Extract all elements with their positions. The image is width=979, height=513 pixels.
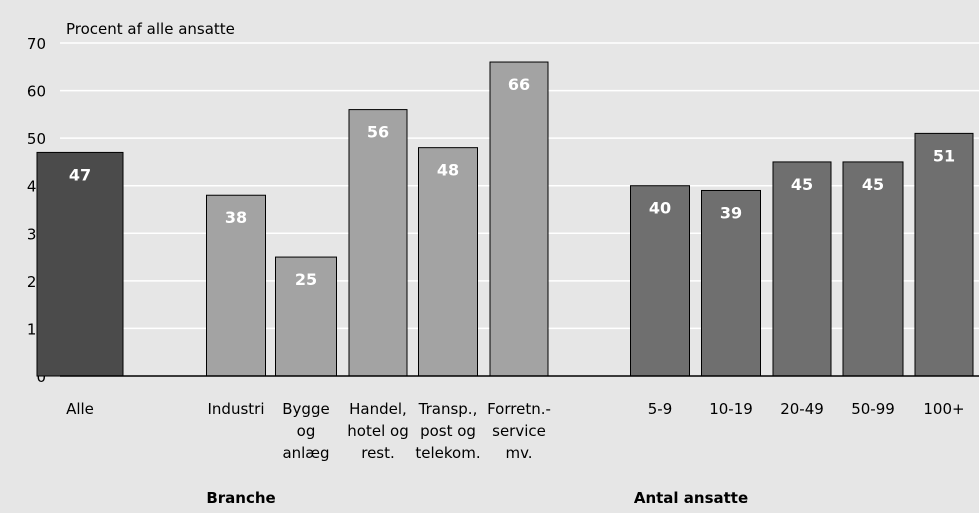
x-tick-label-line: 100+ <box>923 400 964 418</box>
y-tick-label: 60 <box>27 83 46 101</box>
x-tick-label-line: post og <box>420 422 476 440</box>
y-tick-label: 0 <box>36 368 46 386</box>
x-tick-label: 20-49 <box>780 400 824 418</box>
x-tick-label-line: service <box>492 422 546 440</box>
x-tick-label-line: 5-9 <box>648 400 673 418</box>
y-tick-label: 70 <box>27 35 46 53</box>
group-label: Antal ansatte <box>634 489 748 507</box>
x-tick-label: Bygge og anlæg <box>282 400 329 462</box>
x-tick-label-line: Industri <box>208 400 265 418</box>
bar <box>36 151 124 377</box>
x-tick-label-line: Bygge <box>282 400 329 418</box>
x-tick-label-line: og <box>297 422 316 440</box>
value-label: 45 <box>862 175 884 194</box>
bar <box>489 61 549 377</box>
x-tick-label-line: 10-19 <box>709 400 753 418</box>
x-tick-label-line: rest. <box>361 444 395 462</box>
x-tick-label: Industri <box>208 400 265 418</box>
bar <box>418 147 478 377</box>
x-tick-label: 100+ <box>923 400 964 418</box>
bar <box>206 194 266 377</box>
value-label: 40 <box>649 199 671 218</box>
bar <box>701 189 761 377</box>
x-tick-label-line: mv. <box>505 444 532 462</box>
x-tick-label-line: anlæg <box>282 444 329 462</box>
x-tick-label: Alle <box>66 400 94 418</box>
bar <box>772 161 832 377</box>
x-tick-label-line: Transp., <box>418 400 478 418</box>
value-label: 45 <box>791 175 813 194</box>
y-axis-title: Procent af alle ansatte <box>66 20 235 38</box>
x-tick-label: Transp., post og telekom. <box>415 400 480 462</box>
x-tick-label-line: Handel, <box>349 400 407 418</box>
group-label: Branche <box>206 489 275 507</box>
x-tick-label-line: Forretn.- <box>487 400 551 418</box>
bar <box>842 161 904 377</box>
value-label: 48 <box>437 161 459 180</box>
value-label: 51 <box>933 146 955 165</box>
value-label: 25 <box>295 270 317 289</box>
bar <box>914 132 974 377</box>
value-label: 38 <box>225 208 247 227</box>
x-tick-label: 50-99 <box>851 400 895 418</box>
y-tick-label: 50 <box>27 130 46 148</box>
x-tick-label: 10-19 <box>709 400 753 418</box>
value-label: 66 <box>508 75 530 94</box>
value-label: 56 <box>367 123 389 142</box>
value-label: 39 <box>720 203 742 222</box>
x-tick-label: Handel, hotel og rest. <box>347 400 408 462</box>
bar <box>348 109 408 377</box>
x-tick-label-line: telekom. <box>415 444 480 462</box>
bar <box>275 256 337 377</box>
x-tick-label-line: 20-49 <box>780 400 824 418</box>
x-tick-label: Forretn.- service mv. <box>487 400 551 462</box>
x-tick-label-line: hotel og <box>347 422 408 440</box>
x-tick-label-line: 50-99 <box>851 400 895 418</box>
value-label: 47 <box>69 165 91 184</box>
bar <box>630 185 690 377</box>
x-tick-label: 5-9 <box>648 400 673 418</box>
x-tick-label-line: Alle <box>66 400 94 418</box>
